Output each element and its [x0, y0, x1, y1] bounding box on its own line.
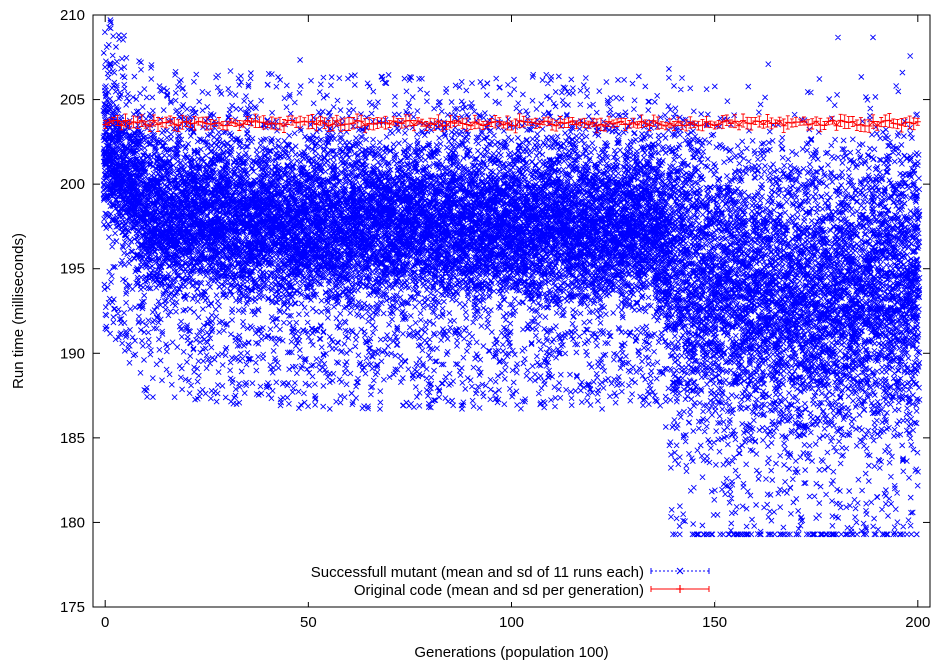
x-tick-label: 150 [702, 614, 727, 631]
y-tick-label: 175 [60, 599, 85, 616]
y-axis-label: Run time (milliseconds) [10, 233, 27, 389]
axis-ticks: 0 50 100 150 200 175 180 185 190 195 200 205 210 [60, 7, 930, 631]
legend-sample-original [650, 585, 710, 593]
legend-label-mutant: Successfull mutant (mean and sd of 11 ru… [311, 564, 644, 581]
y-tick-label: 180 [60, 514, 85, 531]
original-error-bars [103, 113, 920, 134]
scatter-points [100, 17, 923, 538]
x-axis-label: Generations (population 100) [414, 644, 608, 661]
legend-sample-mutant [650, 567, 710, 575]
original-code-series [102, 113, 921, 134]
y-tick-label: 210 [60, 7, 85, 24]
y-tick-label: 195 [60, 261, 85, 278]
legend-original-marker [676, 585, 684, 593]
original-markers [102, 119, 921, 127]
x-tick-label: 0 [101, 614, 109, 631]
y-tick-label: 190 [60, 345, 85, 362]
mutant-markers [100, 17, 923, 538]
y-tick-label: 185 [60, 430, 85, 447]
legend-label-original: Original code (mean and sd per generatio… [354, 582, 644, 599]
x-tick-label: 200 [905, 614, 930, 631]
x-tick-label: 50 [300, 614, 317, 631]
y-tick-label: 200 [60, 176, 85, 193]
y-tick-label: 205 [60, 92, 85, 109]
legend-mutant-marker [676, 567, 684, 575]
legend: Successfull mutant (mean and sd of 11 ru… [225, 560, 715, 602]
x-tick-label: 100 [499, 614, 524, 631]
legend-background [225, 560, 715, 602]
